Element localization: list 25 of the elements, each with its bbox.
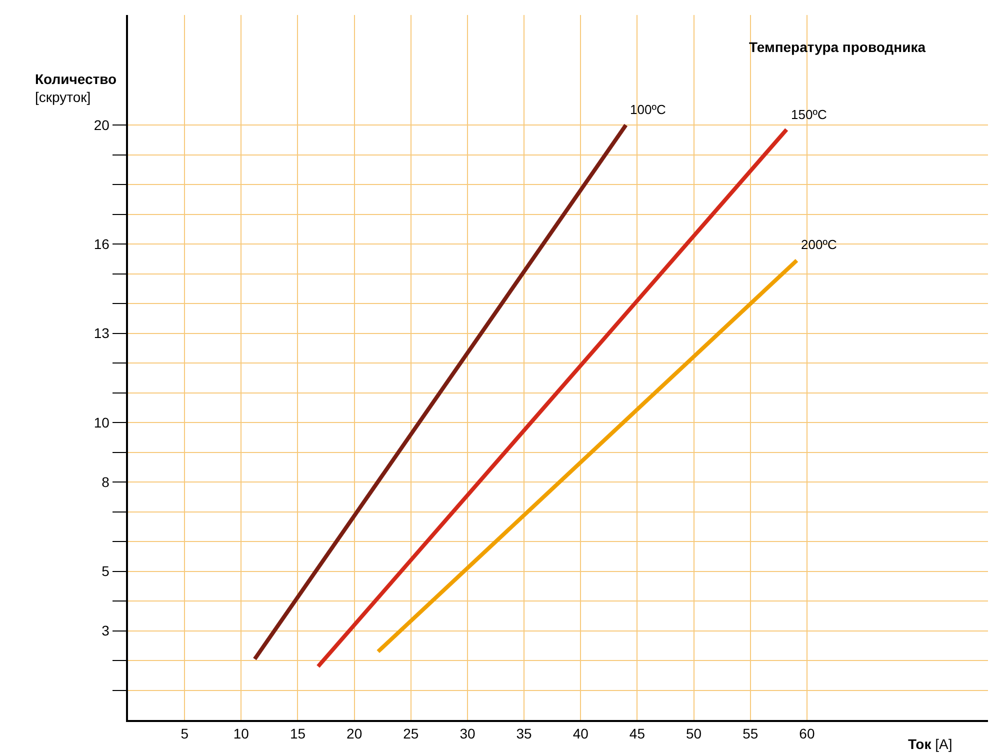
x-tick-label: 15 bbox=[290, 726, 306, 742]
x-tick-label: 35 bbox=[516, 726, 532, 742]
series-label: 100ºC bbox=[630, 102, 666, 117]
y-axis-title: Количество [скруток] bbox=[35, 71, 117, 106]
y-tick-label: 10 bbox=[94, 414, 110, 430]
x-tick-label: 40 bbox=[572, 726, 589, 742]
y-tick-label: 13 bbox=[94, 325, 110, 342]
series-label: 200ºC bbox=[801, 237, 837, 252]
x-tick-label: 45 bbox=[629, 726, 646, 742]
x-tick-label: 30 bbox=[460, 726, 476, 742]
y-tick-label: 16 bbox=[94, 236, 110, 252]
x-tick-label: 5 bbox=[180, 726, 189, 742]
x-tick-label: 60 bbox=[799, 726, 815, 742]
x-tick-label: 10 bbox=[233, 726, 250, 742]
series-label: 150ºC bbox=[791, 107, 827, 122]
x-tick-label: 50 bbox=[686, 726, 702, 742]
y-tick-label: 8 bbox=[102, 474, 110, 490]
y-tick-label: 5 bbox=[102, 563, 110, 580]
y-tick-label: 20 bbox=[94, 116, 110, 133]
x-tick-label: 55 bbox=[742, 726, 758, 742]
text: Температура проводника bbox=[749, 39, 926, 55]
y-tick-label: 3 bbox=[102, 622, 110, 639]
x-tick-label: 20 bbox=[346, 726, 362, 742]
x-tick-label: 25 bbox=[403, 726, 419, 742]
x-axis-title: Ток [A] bbox=[908, 736, 952, 752]
